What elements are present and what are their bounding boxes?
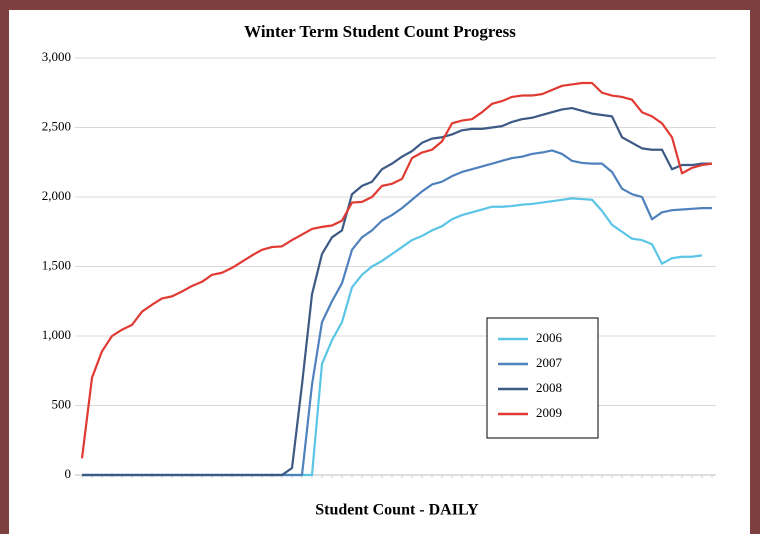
y-tick-label: 1,000	[42, 327, 71, 342]
y-tick-label: 2,500	[42, 118, 71, 133]
legend-label: 2006	[536, 330, 563, 345]
chart-background	[9, 10, 750, 534]
y-tick-label: 0	[65, 466, 72, 481]
series-line	[80, 81, 713, 459]
legend-label: 2008	[536, 380, 562, 395]
y-tick-label: 500	[52, 396, 72, 411]
legend-label: 2007	[536, 355, 563, 370]
y-tick-label: 1,500	[42, 257, 71, 272]
series-line	[82, 106, 712, 477]
y-tick-label: 2,000	[42, 188, 71, 203]
y-tick-label: 3,000	[42, 49, 71, 64]
chart-title: Winter Term Student Count Progress	[244, 22, 516, 41]
x-axis-label: Student Count - DAILY	[315, 502, 479, 519]
legend-label: 2009	[536, 405, 562, 420]
